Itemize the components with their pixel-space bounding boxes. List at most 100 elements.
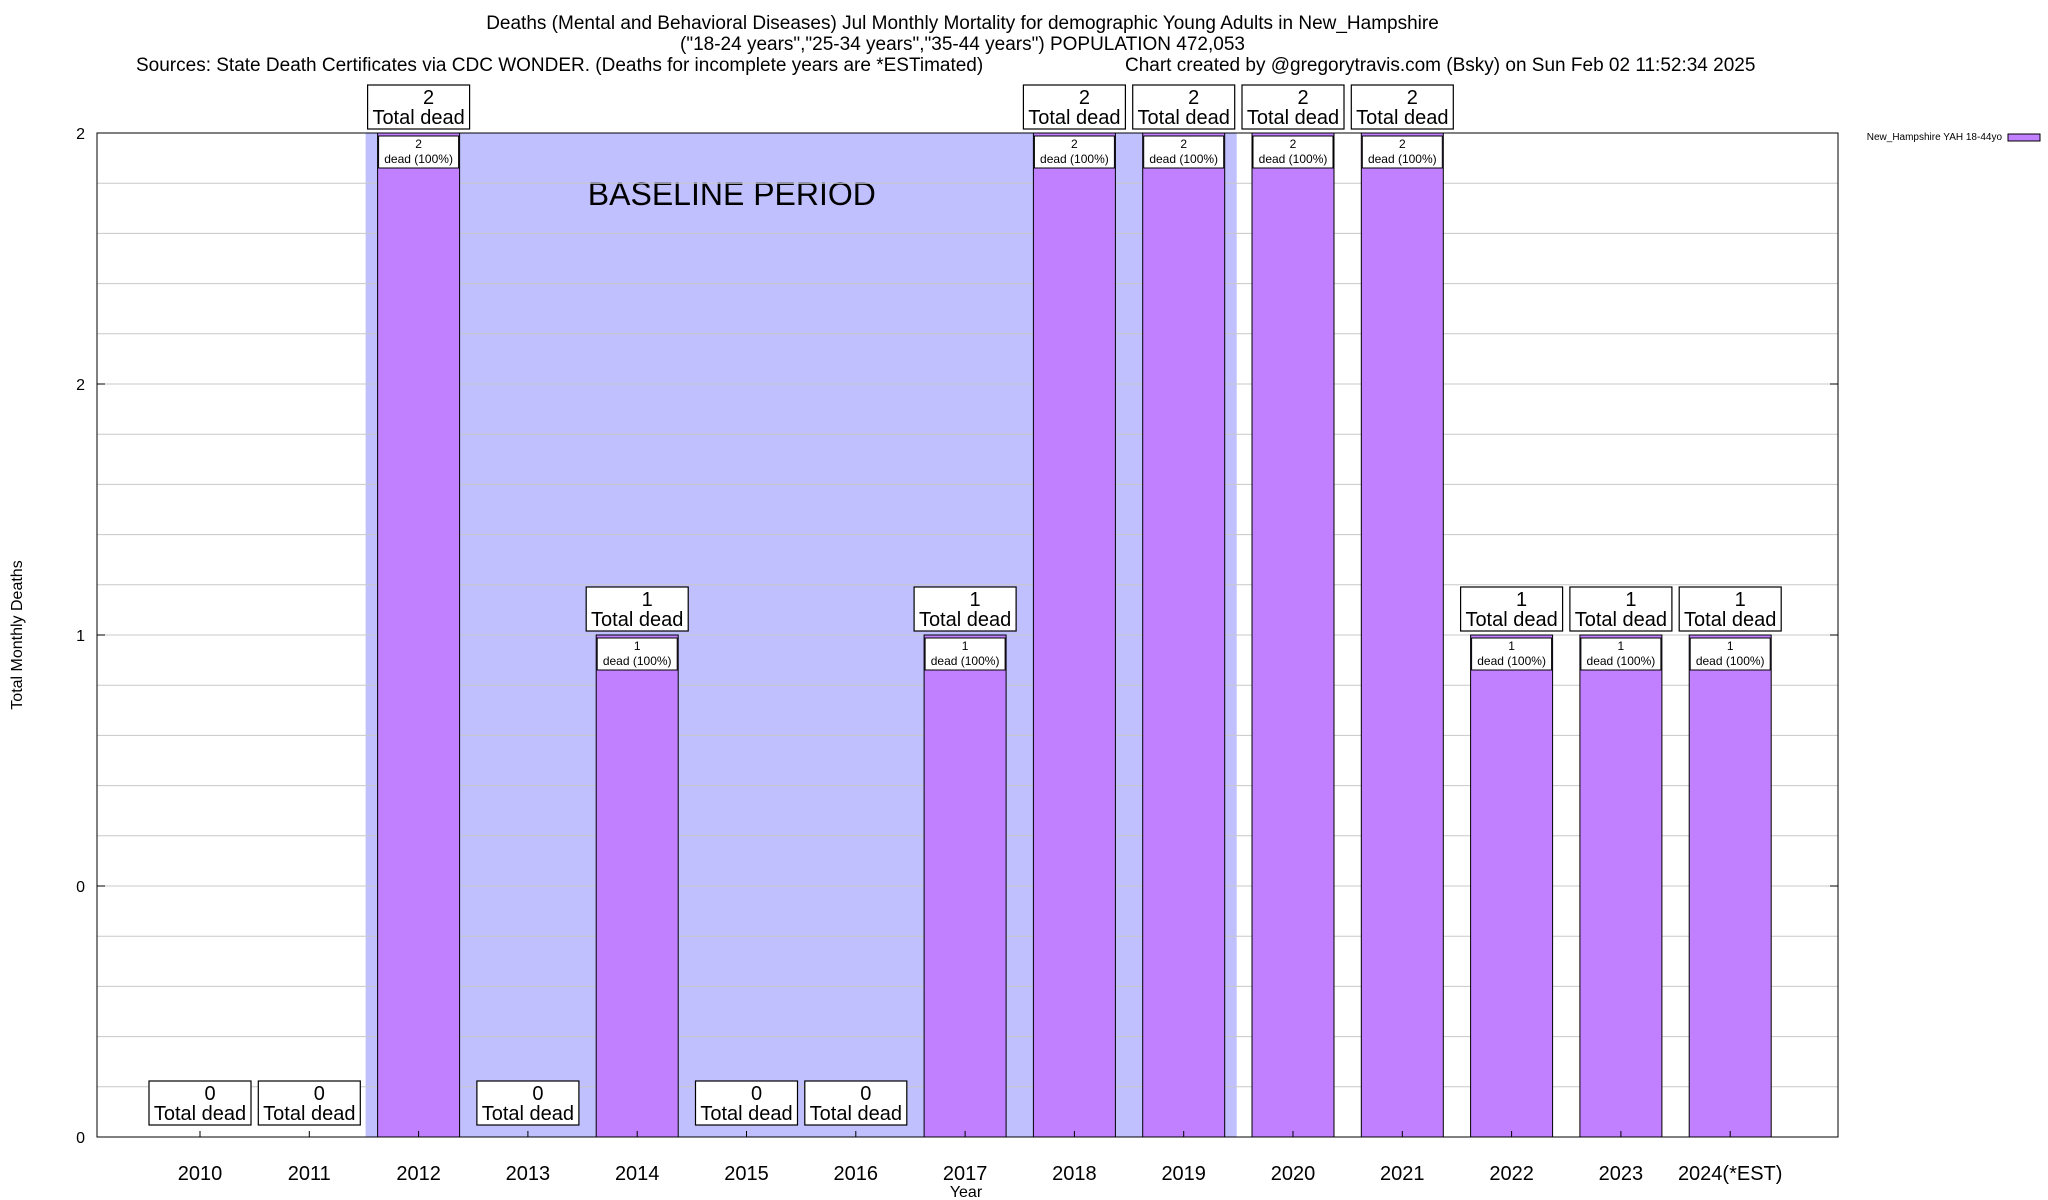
bar-2018 [1032,132,1116,1138]
inner-label-count: 1 [1618,639,1625,653]
inner-label-box [378,135,460,169]
bar-2023 [1579,634,1663,1138]
bar-2019 [1142,132,1226,1138]
bars [196,132,1772,1138]
total-label-count: 1 [1516,589,1527,611]
inner-label-box [1580,637,1662,671]
bar-2024(*EST) [1688,634,1772,1138]
inner-label-text: dead (100%) [1477,654,1546,668]
chart-credit: Chart created by @gregorytravis.com (Bsk… [1125,55,1756,76]
bar-2020 [1251,132,1335,1138]
x-tick-label: 2019 [1161,1163,1206,1185]
total-label-text: Total dead [1575,609,1667,631]
total-label-count: 0 [860,1083,871,1105]
total-label-box [1022,84,1127,130]
total-label-count: 2 [1407,87,1418,109]
bar-2012 [377,132,461,1138]
total-label-box [913,586,1017,632]
total-label-text: Total dead [1247,107,1339,129]
total-label-count: 0 [314,1083,325,1105]
inner-label-text: dead (100%) [603,654,672,668]
x-tick-label: 2017 [943,1163,988,1185]
x-tick-label: 2015 [724,1163,769,1185]
x-tick-label: 2010 [178,1163,223,1185]
total-label-count: 1 [642,589,653,611]
x-tick-label: 2020 [1271,1163,1316,1185]
y-tick-label: 2 [76,126,85,143]
total-label-text: Total dead [263,1103,355,1125]
inner-label-count: 1 [1508,639,1515,653]
inner-label-count: 2 [1071,137,1078,151]
total-label-text: Total dead [1138,107,1230,129]
x-tick-label: 2024(*EST) [1678,1163,1783,1185]
total-label-count: 1 [1625,589,1636,611]
y-axis-label: Total Monthly Deaths [9,560,26,709]
total-label-count: 0 [532,1083,543,1105]
total-label-text: Total dead [700,1103,792,1125]
chart-title: Deaths (Mental and Behavioral Diseases) … [486,13,1439,34]
total-label-box [694,1080,799,1126]
total-label-text: Total dead [1356,107,1448,129]
total-label-text: Total dead [154,1103,246,1125]
total-label-count: 2 [1188,87,1199,109]
inner-label-text: dead (100%) [384,152,453,166]
inner-label-box [1033,135,1115,169]
inner-label-box [596,637,678,671]
total-label-count: 2 [423,87,434,109]
total-label-count: 1 [970,589,981,611]
legend-swatch [2007,133,2041,142]
total-label-box [585,586,689,632]
x-tick-label: 2018 [1052,1163,1097,1185]
inner-label-box [1143,135,1225,169]
total-label-count: 2 [1297,87,1308,109]
inner-label-count: 1 [1727,639,1734,653]
inner-label-text: dead (100%) [1259,152,1328,166]
x-tick-label: 2021 [1380,1163,1425,1185]
total-label-text: Total dead [591,609,683,631]
inner-label-text: dead (100%) [931,654,1000,668]
total-label-box [804,1080,908,1126]
legend-entry-label: New_Hampshire YAH 18-44yo [1867,132,2003,143]
inner-label-text: dead (100%) [1587,654,1656,668]
total-label-text: Total dead [1684,609,1776,631]
total-label-box [257,1080,361,1126]
total-label-box [1569,586,1673,632]
x-tick-label: 2022 [1489,1163,1534,1185]
legend: New_Hampshire YAH 18-44yo [1867,132,2041,143]
x-tick-label: 2011 [288,1163,331,1185]
inner-label-count: 2 [1290,137,1297,151]
total-label-box [148,1080,252,1126]
total-label-text: Total dead [1028,107,1120,129]
total-label-text: Total dead [919,609,1011,631]
x-tick-label: 2016 [834,1163,879,1185]
y-tick-label: 0 [76,879,85,896]
inner-label-count: 2 [415,137,422,151]
bar-2014 [595,634,679,1138]
total-label-box [367,84,471,130]
x-tick-label: 2023 [1599,1163,1644,1185]
total-label-count: 2 [1079,87,1090,109]
total-label-count: 0 [204,1083,215,1105]
total-label-text: Total dead [482,1103,574,1125]
inner-label-box [1361,135,1443,169]
total-label-box [1350,84,1454,130]
bar-2022 [1470,634,1554,1138]
inner-label-box [1252,135,1334,169]
inner-label-count: 1 [962,639,969,653]
y-tick-label: 2 [76,377,85,394]
inner-label-box [1689,637,1771,671]
x-axis-label: Year [950,1184,983,1200]
inner-label-text: dead (100%) [1696,654,1765,668]
inner-label-text: dead (100%) [1040,152,1109,166]
total-label-text: Total dead [1465,609,1557,631]
total-label-text: Total dead [810,1103,902,1125]
y-tick-label: 1 [76,628,85,645]
inner-label-box [1471,637,1553,671]
x-tick-label: 2013 [506,1163,551,1185]
total-label-box [1678,586,1782,632]
inner-label-text: dead (100%) [1149,152,1218,166]
inner-label-count: 2 [1399,137,1406,151]
baseline-label: BASELINE PERIOD [588,176,876,212]
